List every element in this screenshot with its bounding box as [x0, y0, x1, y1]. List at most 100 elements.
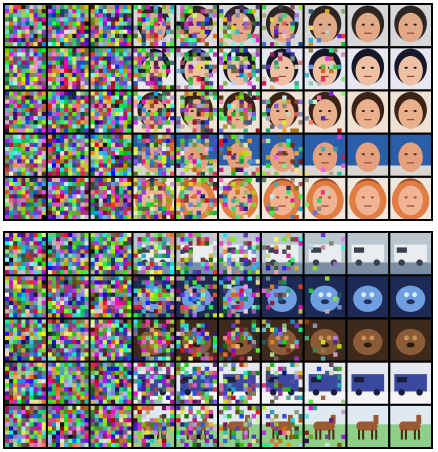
- noise-pixel: [21, 245, 26, 250]
- noise-pixel: [29, 190, 34, 195]
- noise-pixel: [298, 99, 303, 105]
- noise-pixel: [208, 116, 214, 121]
- noise-pixel: [133, 391, 138, 396]
- noise-pixel: [84, 198, 89, 203]
- noise-pixel: [68, 171, 73, 176]
- noise-pixel: [111, 95, 116, 100]
- denoising-step-image: [219, 48, 260, 90]
- mouth: [321, 205, 329, 207]
- noise-pixel: [119, 37, 124, 43]
- noise-pixel: [119, 210, 124, 216]
- noise-pixel: [106, 151, 112, 156]
- noise-pixel: [188, 335, 193, 341]
- noise-pixel: [123, 138, 128, 144]
- noise-pixel: [68, 112, 73, 117]
- noise-pixel: [208, 171, 214, 176]
- noise-pixel: [184, 33, 189, 39]
- noise-pixel: [115, 296, 120, 302]
- noise-pixel: [337, 64, 342, 70]
- noise-pixel: [137, 77, 142, 82]
- noise-pixel: [243, 142, 248, 148]
- noise-pixel: [90, 181, 95, 187]
- noise-pixel: [247, 245, 252, 250]
- noise-pixel: [243, 395, 248, 400]
- noise-pixel: [223, 29, 228, 35]
- noise-pixel: [204, 142, 210, 148]
- noise-pixel: [68, 21, 73, 26]
- noise-pixel: [51, 198, 57, 203]
- noise-pixel: [145, 270, 151, 275]
- noise-pixel: [29, 64, 34, 70]
- noise-pixel: [80, 280, 85, 285]
- noise-pixel: [17, 362, 22, 368]
- noise-pixel: [166, 335, 171, 341]
- noise-pixel: [29, 120, 34, 125]
- noise-pixel: [123, 335, 128, 341]
- noise-pixel: [41, 72, 46, 78]
- noise-pixel: [235, 13, 240, 18]
- noise-pixel: [29, 52, 34, 57]
- noise-pixel: [98, 37, 104, 43]
- noise-pixel: [170, 327, 175, 333]
- noise-pixel: [119, 17, 124, 22]
- noise-pixel: [33, 48, 38, 53]
- noise-pixel: [29, 95, 34, 100]
- noise-pixel: [29, 85, 34, 90]
- noise-pixel: [219, 241, 224, 246]
- noise-pixel: [106, 206, 112, 212]
- noise-pixel: [188, 253, 193, 259]
- noise-pixel: [90, 309, 95, 314]
- noise-pixel: [25, 120, 30, 125]
- noise-pixel: [192, 37, 197, 43]
- noise-pixel: [294, 13, 299, 18]
- noise-pixel: [17, 270, 22, 275]
- noise-pixel: [204, 167, 210, 172]
- noise-pixel: [64, 344, 69, 349]
- noise-pixel: [123, 107, 128, 113]
- noise-pixel: [13, 288, 18, 293]
- noise-pixel: [37, 72, 43, 78]
- noise-pixel: [17, 340, 22, 345]
- noise-pixel: [111, 42, 116, 47]
- noise-pixel: [25, 142, 30, 148]
- noise-pixel: [176, 202, 181, 207]
- noise-pixel: [13, 159, 18, 164]
- noise-pixel: [17, 233, 22, 238]
- noise-pixel: [133, 253, 138, 259]
- noise-pixel: [25, 237, 30, 242]
- noise-pixel: [219, 253, 224, 259]
- noise-pixel: [55, 335, 61, 341]
- noise-pixel: [161, 210, 167, 216]
- noise-pixel: [72, 348, 77, 353]
- noise-pixel: [161, 5, 167, 10]
- noise-pixel: [192, 309, 197, 314]
- noise-pixel: [72, 362, 77, 368]
- noise-pixel: [239, 99, 244, 105]
- noise-pixel: [29, 186, 34, 191]
- noise-pixel: [72, 177, 77, 183]
- noise-pixel: [21, 233, 26, 238]
- noise-pixel: [166, 134, 171, 140]
- noise-pixel: [204, 120, 210, 125]
- noise-pixel: [227, 60, 232, 65]
- noise-pixel: [80, 249, 85, 254]
- noise-pixel: [196, 177, 201, 183]
- noise-pixel: [25, 434, 30, 440]
- noise-pixel: [106, 305, 112, 310]
- noise-pixel: [51, 138, 57, 144]
- noise-pixel: [76, 305, 81, 310]
- noise-pixel: [278, 383, 283, 388]
- noise-pixel: [5, 284, 10, 289]
- noise-pixel: [106, 103, 112, 109]
- noise-pixel: [94, 124, 100, 129]
- noise-pixel: [98, 265, 104, 271]
- noise-pixel: [76, 348, 81, 353]
- noise-pixel: [239, 167, 244, 172]
- noise-pixel: [76, 29, 81, 35]
- noise-pixel: [119, 253, 124, 259]
- noise-pixel: [255, 17, 260, 22]
- noise-pixel: [251, 64, 257, 70]
- noise-pixel: [219, 128, 224, 133]
- noise-pixel: [304, 72, 309, 78]
- noise-pixel: [111, 134, 116, 140]
